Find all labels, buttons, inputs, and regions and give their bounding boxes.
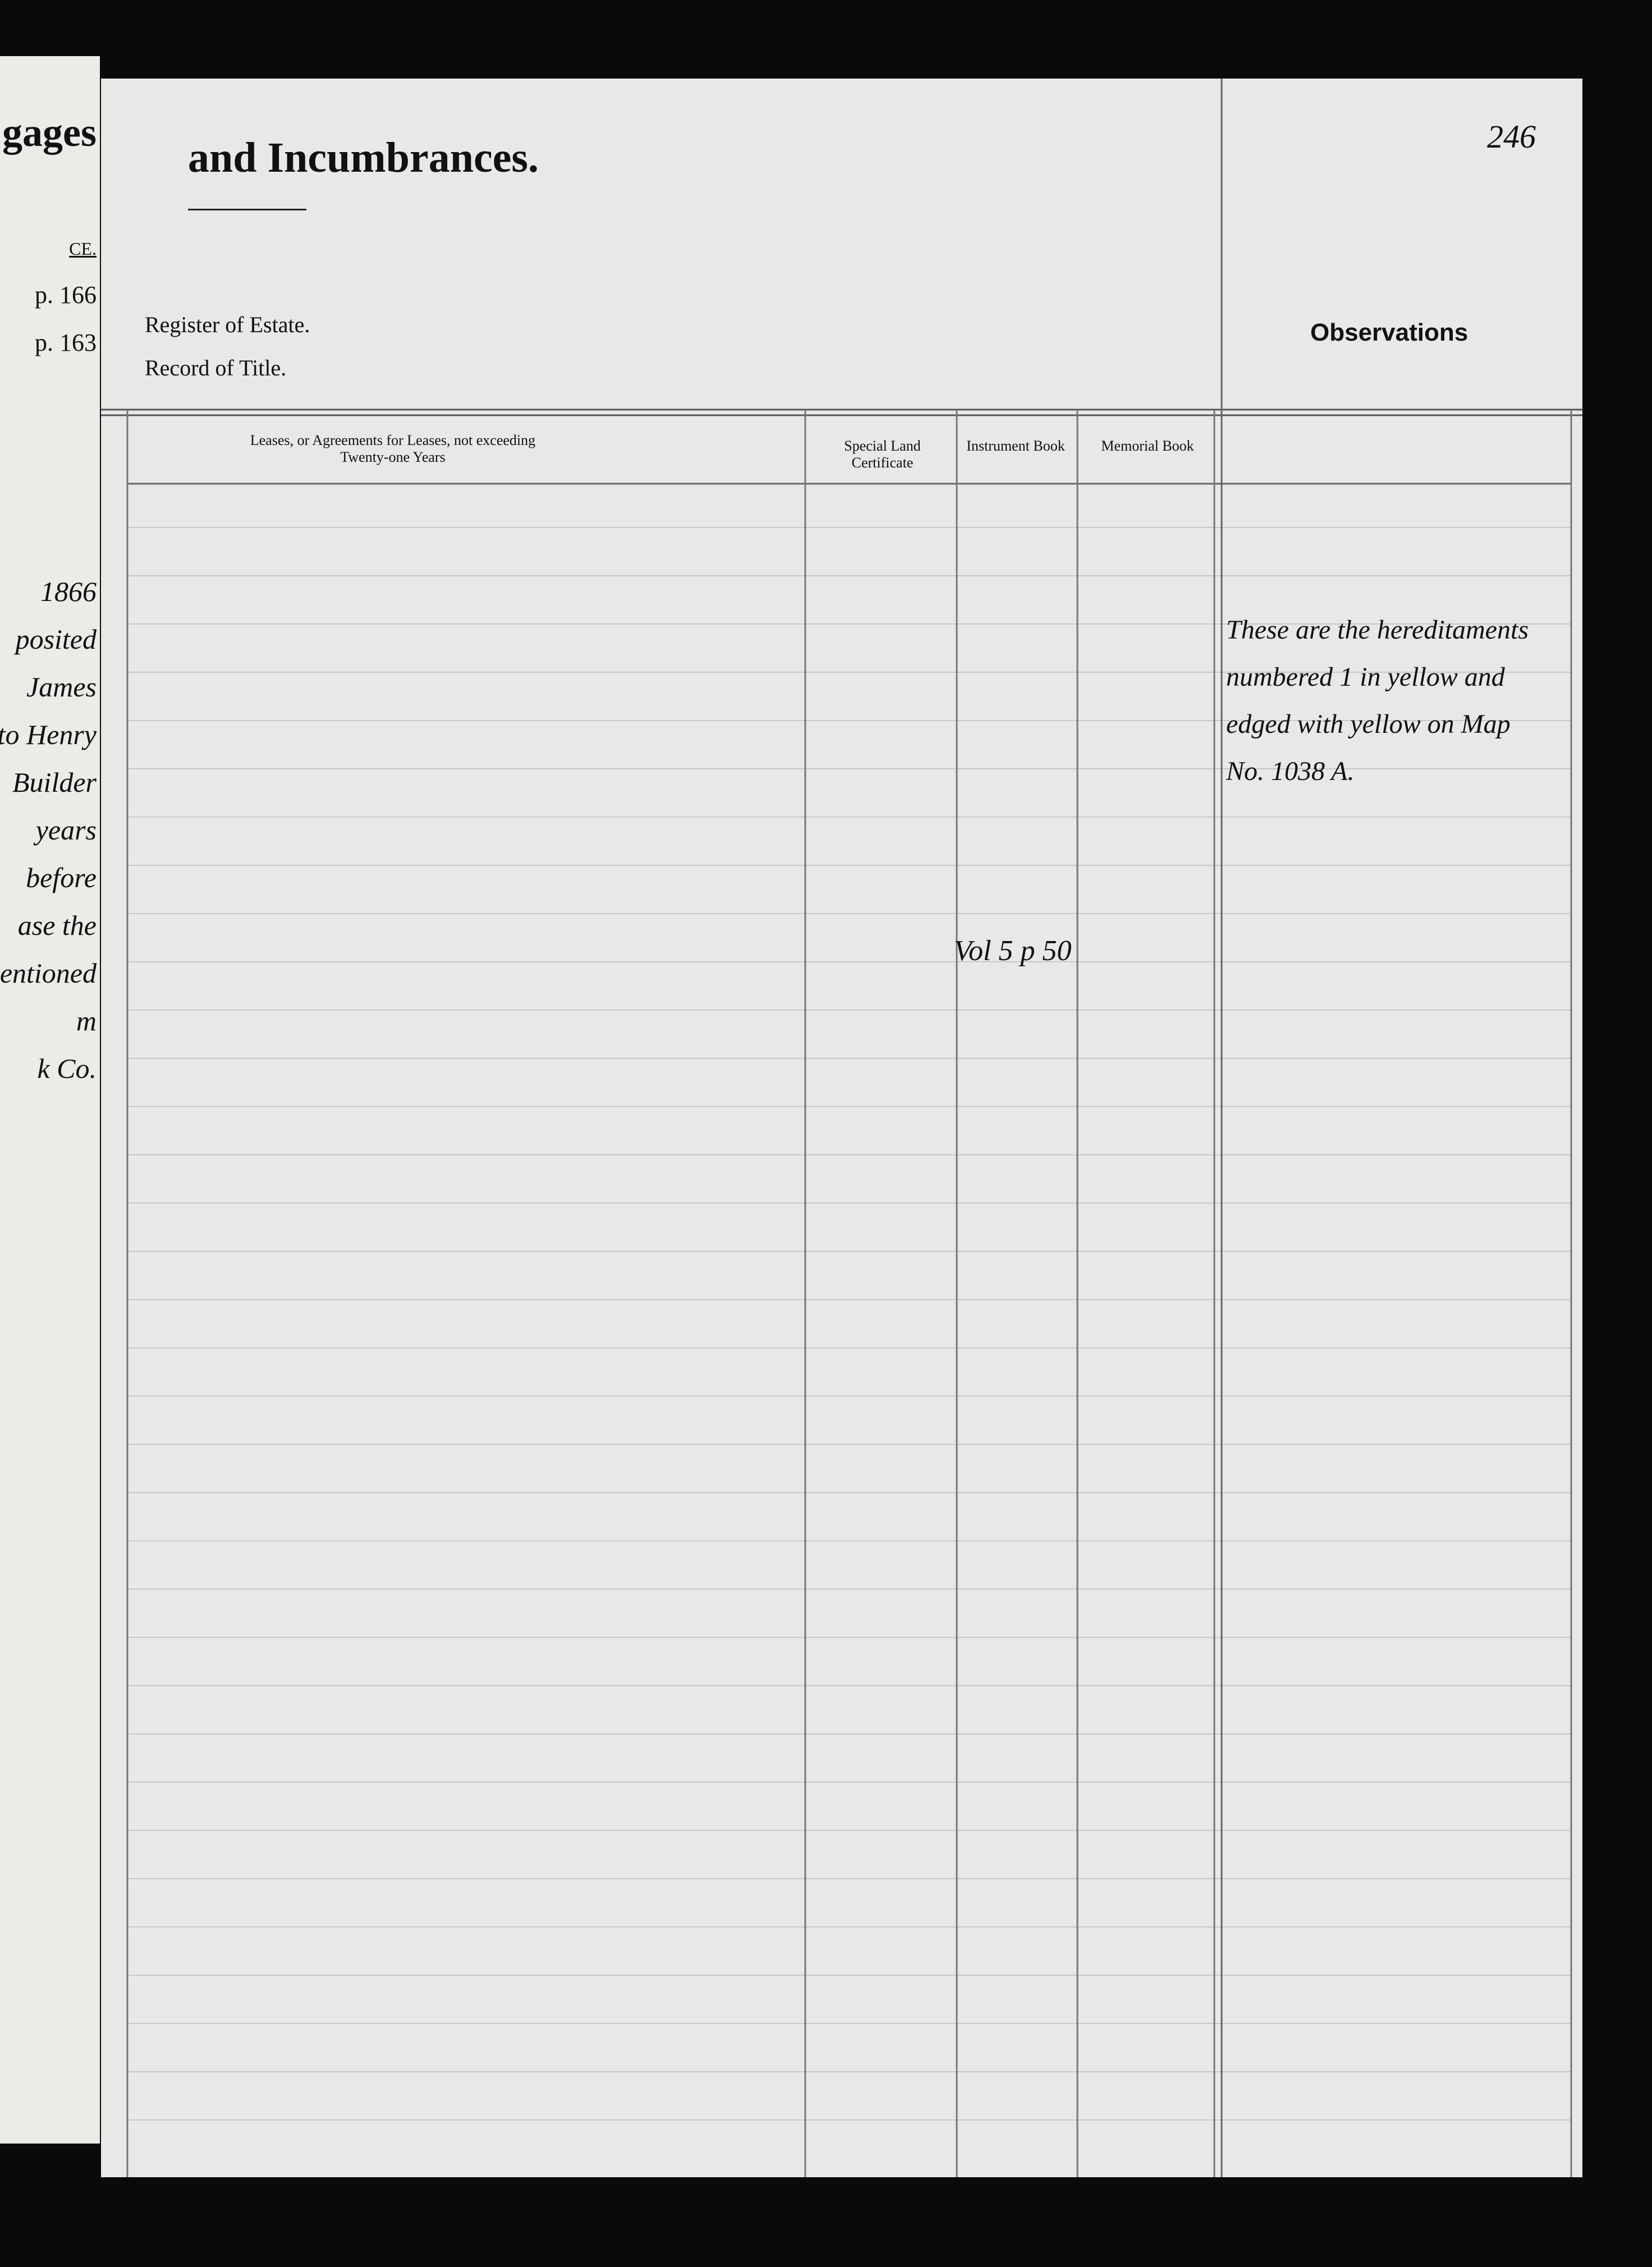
column-header: Instrument Book	[966, 438, 1065, 454]
title: and Incumbrances.	[188, 134, 539, 181]
title-rule	[188, 209, 306, 210]
register-label: Register of Estate.	[145, 312, 310, 337]
left-handwriting: m	[76, 1005, 97, 1036]
left-handwriting: 1866	[40, 576, 97, 607]
left-handwriting: entioned	[0, 957, 97, 989]
left-handwriting: James	[26, 671, 97, 703]
column-header: Special Land Certificate	[844, 438, 921, 471]
left-column-label: CE.	[69, 238, 97, 259]
column-header: Leases, or Agreements for Leases, not ex…	[250, 432, 536, 465]
register-page: and Incumbrances. 246 Register of Estate…	[101, 79, 1582, 2177]
left-handwriting: k Co.	[37, 1053, 97, 1084]
left-handwriting: before	[26, 862, 97, 893]
left-ref: p. 166	[35, 281, 97, 309]
column-header: Memorial Book	[1101, 438, 1194, 454]
observations-label: Observations	[1310, 319, 1469, 346]
record-label: Record of Title.	[145, 355, 287, 380]
observation-line: numbered 1 in yellow and	[1226, 662, 1505, 692]
left-handwriting: years	[35, 814, 97, 846]
observation-line: edged with yellow on Map	[1226, 709, 1511, 739]
instrument-entry: Vol 5 p 50	[954, 935, 1072, 967]
left-handwriting: posited	[15, 623, 97, 655]
observation-line: These are the hereditaments	[1226, 615, 1529, 645]
observation-line: No. 1038 A.	[1226, 756, 1355, 786]
ruling	[101, 79, 1582, 2177]
left-handwriting: ase the	[17, 910, 97, 941]
left-handwriting: Builder	[12, 767, 97, 798]
left-page: gages CE. p. 166 p. 163 1866 posited James…	[0, 56, 100, 2144]
left-handwriting: is to Henry	[0, 719, 97, 750]
page-number: 246	[1487, 118, 1536, 155]
left-heading: gages	[2, 110, 97, 155]
left-ref: p. 163	[35, 329, 97, 356]
